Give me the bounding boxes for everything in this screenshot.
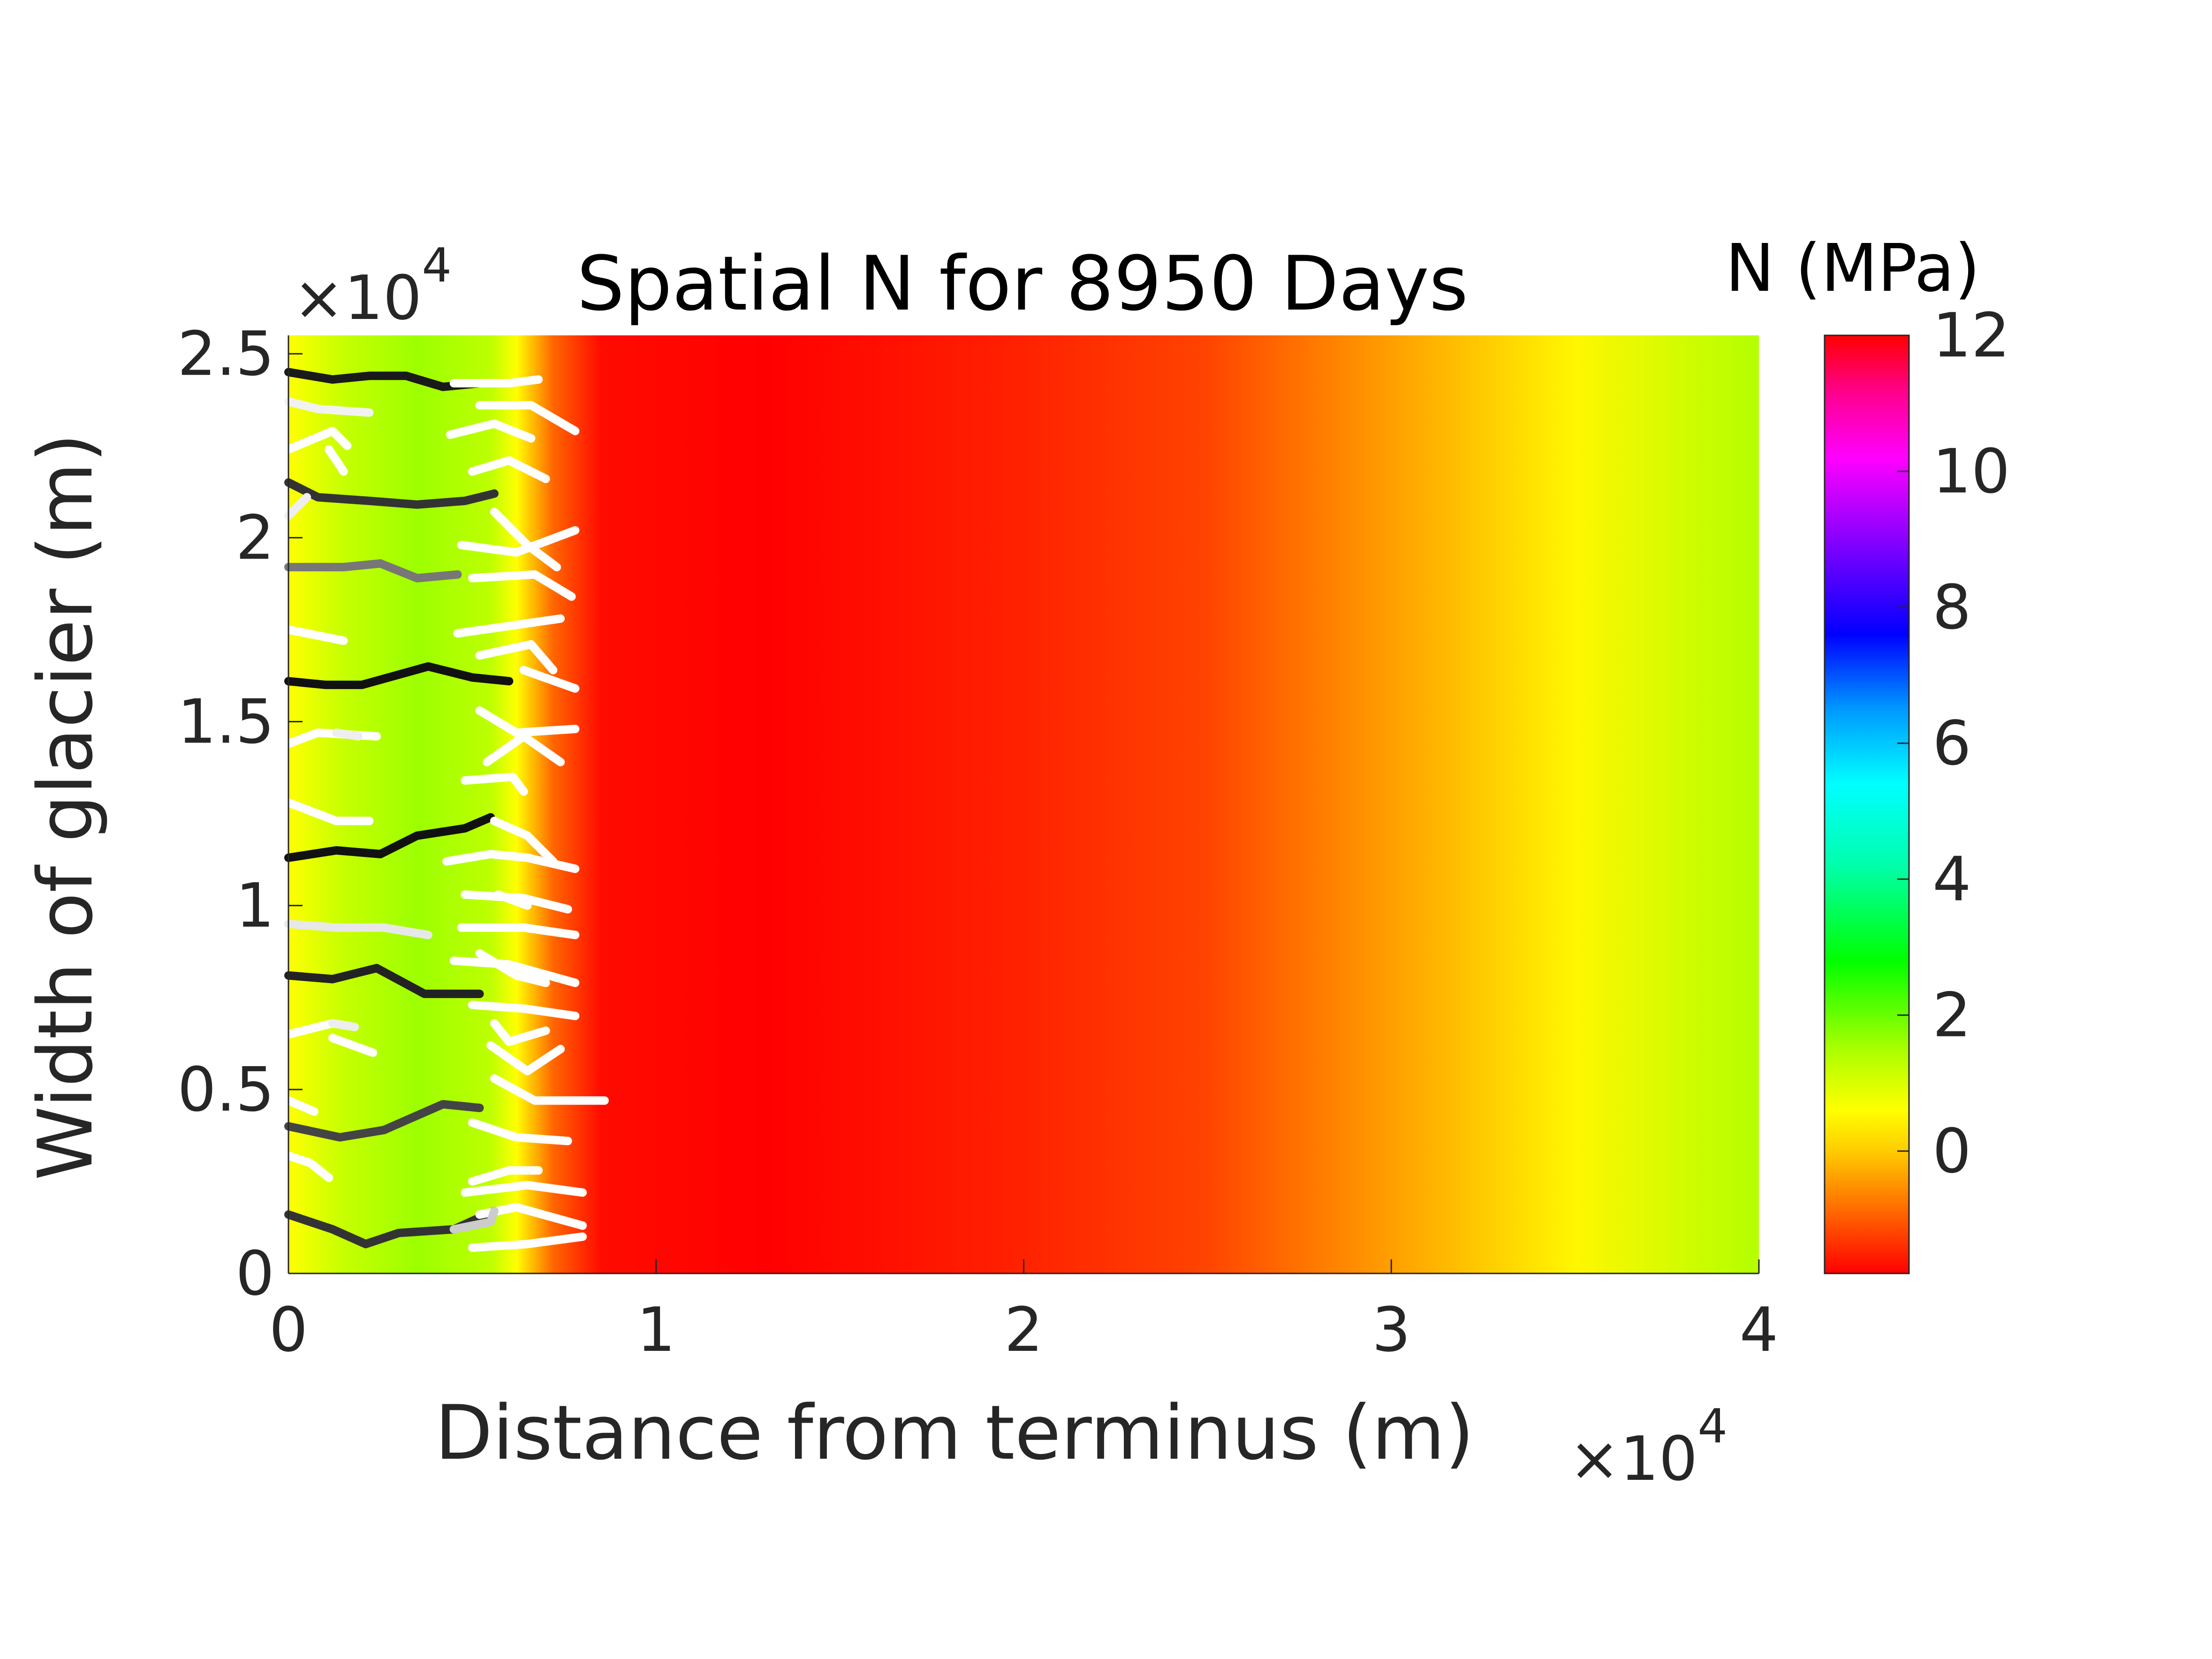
channel-minor-24 <box>461 890 572 914</box>
x-axis-label: Distance from terminus (m) <box>435 1389 1474 1477</box>
channel-minor-37 <box>284 1096 318 1116</box>
channel-minor-43 <box>468 1232 587 1252</box>
colorbar-title: N (MPa) <box>1725 230 1980 307</box>
channel-minor-44 <box>449 1206 499 1234</box>
y-exponent-power: 4 <box>422 238 452 293</box>
y-tick-label: 2.5 <box>177 318 274 389</box>
channel-minor-13 <box>453 614 565 638</box>
colorbar-tick-label: 8 <box>1932 572 1971 643</box>
colorbar-tick-label: 6 <box>1932 708 1971 779</box>
channel-major-4 <box>284 662 514 689</box>
x-tick-label: 4 <box>1740 1294 1779 1365</box>
channel-minor-10 <box>490 508 561 572</box>
x-exponent-power: 4 <box>1697 1399 1727 1454</box>
y-axis-label: Width of glacier (m) <box>22 433 109 1180</box>
channel-major-6 <box>284 964 484 998</box>
colorbar-tick-label: 12 <box>1932 300 2010 371</box>
channel-major-7 <box>284 1100 484 1142</box>
channel-minor-38 <box>468 1118 572 1145</box>
channel-minor-26 <box>284 919 432 939</box>
channel-minor-19 <box>483 732 565 766</box>
y-tick-label: 2 <box>235 502 274 573</box>
channel-minor-17 <box>332 728 363 741</box>
channel-major-3 <box>284 559 462 583</box>
colorbar-tick-label: 0 <box>1932 1115 1971 1187</box>
x-tick-label: 0 <box>269 1294 308 1365</box>
channel-minor-28 <box>449 956 580 987</box>
channel-minor-15 <box>519 666 580 693</box>
channel-minor-25 <box>493 890 532 910</box>
channel-minor-40 <box>468 1166 543 1186</box>
y-axis-ticks: 0 0.5 1 1.5 2 2.5 <box>177 318 303 1309</box>
x-tick-label: 1 <box>636 1294 675 1365</box>
channel-minor-20 <box>461 773 528 796</box>
channel-minor-34 <box>490 1019 550 1046</box>
y-exponent-base: ×10 <box>293 262 422 333</box>
x-axis-ticks: 0 1 2 3 4 <box>269 1259 1779 1365</box>
channel-minor-8 <box>284 493 311 520</box>
channel-minor-39 <box>284 1151 333 1182</box>
channel-minor-3 <box>475 401 580 435</box>
channel-minor-12 <box>284 625 348 645</box>
channel-minor-36 <box>490 1074 609 1105</box>
colorbar-tick-label: 2 <box>1932 979 1971 1051</box>
chart-title: Spatial N for 8950 Days <box>577 240 1468 327</box>
x-exponent-base: ×10 <box>1569 1423 1697 1494</box>
channel-minor-29 <box>475 949 550 987</box>
channel-minor-1 <box>449 375 543 387</box>
channel-minor-30 <box>468 1000 580 1020</box>
heatmap-field <box>288 335 1759 1273</box>
channel-minor-6 <box>325 445 348 476</box>
channel-major-5 <box>284 813 495 862</box>
channel-minor-7 <box>468 456 550 483</box>
y-tick-label: 0.5 <box>177 1054 274 1125</box>
channel-minor-14 <box>475 640 558 674</box>
channel-minor-18 <box>475 706 580 737</box>
plot-axes: 0 1 2 3 4 0 0.5 1 1.5 2 2.5 <box>177 318 1778 1365</box>
x-tick-label: 2 <box>1004 1294 1043 1365</box>
y-tick-label: 0 <box>235 1238 274 1309</box>
channel-minor-2 <box>284 397 374 417</box>
channel-minor-27 <box>457 923 580 939</box>
channels-minor <box>284 375 609 1252</box>
channel-minor-11 <box>468 570 576 601</box>
colorbar-ticks: 0 2 4 6 8 10 12 <box>1897 300 2010 1187</box>
channel-minor-23 <box>490 817 558 866</box>
channel-minor-5 <box>446 419 536 443</box>
svg-text:×104: ×104 <box>293 238 452 333</box>
channel-minor-21 <box>284 798 374 826</box>
channels-major <box>284 368 514 1249</box>
colorbar-tick-label: 4 <box>1932 843 1971 915</box>
channel-major-1 <box>284 368 484 391</box>
channel-major-2 <box>284 478 499 509</box>
channel-minor-35 <box>486 1041 565 1076</box>
x-axis-exponent: ×104 <box>1569 1399 1727 1494</box>
colorbar-gradient <box>1824 334 1910 1274</box>
colorbar: 0 2 4 6 8 10 12 <box>1824 300 2010 1274</box>
channel-minor-33 <box>328 1034 378 1057</box>
svg-text:×104: ×104 <box>1569 1399 1727 1494</box>
y-axis-exponent: ×104 <box>293 238 452 333</box>
y-tick-label: 1 <box>235 870 274 941</box>
y-tick-label: 1.5 <box>177 686 274 758</box>
channel-minor-4 <box>284 426 352 454</box>
x-tick-label: 3 <box>1372 1294 1411 1365</box>
channel-minor-32 <box>328 1019 359 1031</box>
colorbar-tick-label: 10 <box>1932 436 2010 507</box>
channel-minor-9 <box>457 526 580 557</box>
channel-minor-41 <box>461 1181 587 1197</box>
